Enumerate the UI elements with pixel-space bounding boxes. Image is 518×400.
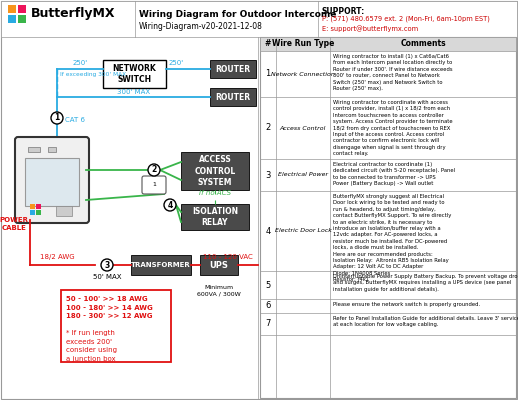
- Text: CAT 6: CAT 6: [65, 117, 85, 123]
- Text: 1: 1: [152, 182, 156, 188]
- Text: Wiring-Diagram-v20-2021-12-08: Wiring-Diagram-v20-2021-12-08: [139, 22, 263, 31]
- Text: consider using: consider using: [66, 347, 117, 353]
- Bar: [30, 210, 35, 215]
- Text: If no ACS: If no ACS: [199, 190, 231, 196]
- Text: Uninterruptable Power Supply Battery Backup. To prevent voltage drops
and surges: Uninterruptable Power Supply Battery Bac…: [333, 274, 518, 292]
- Text: 110 - 120 VAC: 110 - 120 VAC: [203, 254, 253, 260]
- Text: 5: 5: [265, 280, 270, 290]
- Text: 50 - 100' >> 18 AWG: 50 - 100' >> 18 AWG: [66, 296, 148, 302]
- Text: 2: 2: [265, 124, 270, 132]
- Text: 250': 250': [73, 60, 88, 66]
- Text: 180 - 300' >> 12 AWG: 180 - 300' >> 12 AWG: [66, 313, 152, 319]
- FancyBboxPatch shape: [15, 137, 89, 223]
- Text: ButterflyMX strongly suggest all Electrical
Door lock wiring to be tested and re: ButterflyMX strongly suggest all Electri…: [333, 194, 451, 282]
- Bar: [30, 204, 35, 209]
- Text: E: support@butterflymx.com: E: support@butterflymx.com: [322, 25, 418, 32]
- Text: ISOLATION
RELAY: ISOLATION RELAY: [192, 207, 238, 227]
- Text: Minimum
600VA / 300W: Minimum 600VA / 300W: [197, 285, 241, 296]
- Text: 100 - 180' >> 14 AWG: 100 - 180' >> 14 AWG: [66, 304, 153, 310]
- Text: 50' MAX: 50' MAX: [93, 274, 121, 280]
- Text: ButterflyMX: ButterflyMX: [31, 8, 116, 20]
- Text: Access Control: Access Control: [280, 126, 326, 130]
- Bar: [8, 5, 16, 13]
- Bar: [8, 15, 16, 23]
- Circle shape: [51, 112, 63, 124]
- Text: Electrical contractor to coordinate (1)
dedicated circuit (with 5-20 receptacle): Electrical contractor to coordinate (1) …: [333, 162, 455, 186]
- Text: Comments: Comments: [400, 40, 446, 48]
- Text: 4: 4: [265, 226, 270, 236]
- Text: If exceeding 300' MAX: If exceeding 300' MAX: [60, 72, 126, 77]
- Text: a junction box: a junction box: [66, 356, 116, 362]
- Text: Wire Run Type: Wire Run Type: [272, 40, 334, 48]
- Bar: [18, 5, 26, 13]
- Bar: [131, 255, 191, 275]
- Bar: [210, 60, 256, 78]
- Text: Wiring Diagram for Outdoor Intercome: Wiring Diagram for Outdoor Intercome: [139, 10, 336, 19]
- Text: SUPPORT:: SUPPORT:: [322, 7, 365, 16]
- Bar: [61, 290, 171, 362]
- Bar: [103, 60, 166, 88]
- Text: Electrical Power: Electrical Power: [278, 172, 328, 178]
- Text: Please ensure the network switch is properly grounded.: Please ensure the network switch is prop…: [333, 302, 480, 307]
- Bar: [181, 204, 249, 230]
- Bar: [260, 37, 516, 398]
- Circle shape: [148, 164, 160, 176]
- Bar: [200, 255, 238, 275]
- Bar: [260, 37, 516, 51]
- Text: 3: 3: [104, 260, 110, 270]
- Text: 1: 1: [265, 70, 270, 78]
- Text: TRANSFORMER: TRANSFORMER: [131, 262, 191, 268]
- Bar: [1, 1, 517, 37]
- Bar: [181, 152, 249, 190]
- Circle shape: [164, 199, 176, 211]
- Text: Network Connection: Network Connection: [271, 72, 335, 76]
- Bar: [210, 88, 256, 106]
- Text: NETWORK
SWITCH: NETWORK SWITCH: [112, 64, 156, 84]
- Text: Refer to Panel Installation Guide for additional details. Leave 3' service loop
: Refer to Panel Installation Guide for ad…: [333, 316, 518, 327]
- Text: * If run length: * If run length: [66, 330, 115, 336]
- Text: P: (571) 480.6579 ext. 2 (Mon-Fri, 6am-10pm EST): P: (571) 480.6579 ext. 2 (Mon-Fri, 6am-1…: [322, 16, 490, 22]
- Bar: [56, 206, 72, 216]
- Text: 300' MAX: 300' MAX: [117, 89, 150, 95]
- Text: 4: 4: [167, 200, 172, 210]
- Text: ROUTER: ROUTER: [215, 92, 251, 102]
- Text: 3: 3: [265, 170, 271, 180]
- Text: Electric Door Lock: Electric Door Lock: [275, 228, 332, 234]
- Text: #: #: [265, 40, 271, 48]
- Text: UPS: UPS: [210, 260, 228, 270]
- Bar: [28, 147, 40, 152]
- Text: Wiring contractor to coordinate with access
control provider, install (1) x 18/2: Wiring contractor to coordinate with acc…: [333, 100, 453, 156]
- Text: 250': 250': [168, 60, 183, 66]
- Text: Wiring contractor to install (1) x Cat6a/Cat6
from each Intercom panel location : Wiring contractor to install (1) x Cat6a…: [333, 54, 453, 91]
- Bar: [36, 210, 41, 215]
- Bar: [25, 158, 79, 206]
- Text: 1: 1: [54, 114, 60, 122]
- FancyBboxPatch shape: [142, 176, 166, 194]
- Circle shape: [101, 259, 113, 271]
- Bar: [18, 15, 26, 23]
- Bar: [36, 204, 41, 209]
- Text: 7: 7: [265, 320, 271, 328]
- Bar: [48, 147, 56, 152]
- Text: 18/2 AWG: 18/2 AWG: [40, 254, 75, 260]
- Text: 6: 6: [265, 302, 271, 310]
- Text: POWER
CABLE: POWER CABLE: [0, 218, 28, 231]
- Text: 2: 2: [151, 166, 156, 174]
- Text: exceeds 200': exceeds 200': [66, 338, 112, 344]
- Text: ACCESS
CONTROL
SYSTEM: ACCESS CONTROL SYSTEM: [194, 155, 236, 186]
- Text: ROUTER: ROUTER: [215, 64, 251, 74]
